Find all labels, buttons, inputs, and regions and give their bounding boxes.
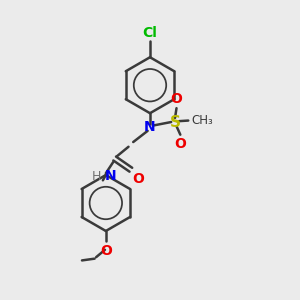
Text: Cl: Cl: [142, 26, 158, 40]
Text: O: O: [174, 137, 186, 151]
Text: O: O: [171, 92, 182, 106]
Text: H: H: [92, 170, 101, 183]
Text: O: O: [100, 244, 112, 258]
Text: N: N: [104, 169, 116, 184]
Text: CH₃: CH₃: [191, 114, 213, 127]
Text: S: S: [169, 115, 181, 130]
Text: O: O: [132, 172, 144, 186]
Text: N: N: [144, 120, 156, 134]
